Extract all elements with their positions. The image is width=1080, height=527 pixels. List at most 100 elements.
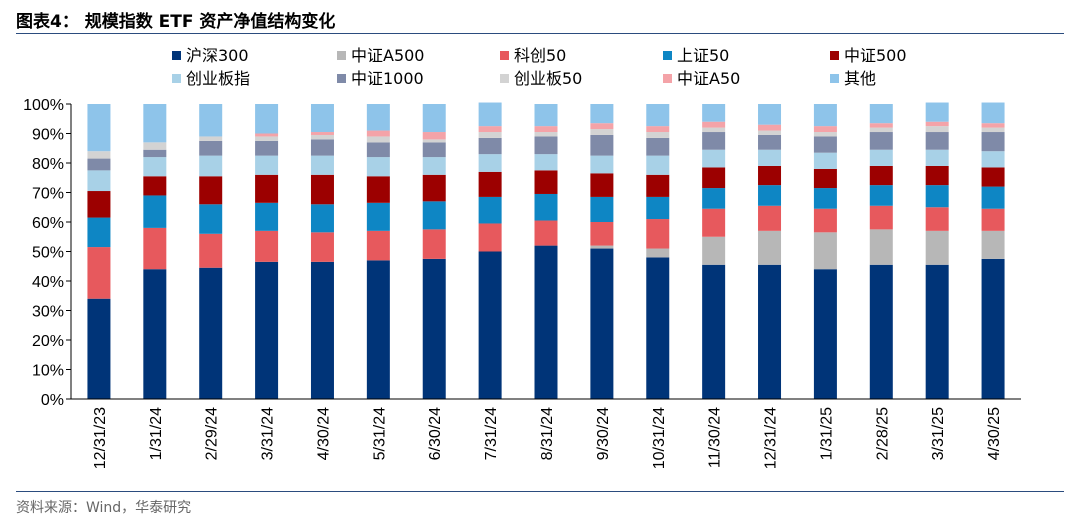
bar-segment — [255, 202, 279, 231]
legend-item: 其他 — [830, 69, 876, 88]
x-tick-label: 12/31/23 — [92, 407, 109, 469]
bar-segment — [925, 126, 949, 133]
bar-segment — [366, 260, 390, 399]
legend-label: 中证A50 — [677, 69, 740, 88]
bar-segment — [87, 298, 111, 399]
bar-segment — [646, 196, 670, 220]
bar-segment — [366, 136, 390, 143]
bar-segment — [702, 104, 726, 122]
x-tick-label: 7/31/24 — [483, 407, 500, 460]
bar-segment — [422, 104, 446, 133]
bar-segment — [758, 165, 782, 186]
y-tick-label: 40% — [32, 274, 64, 291]
x-tick-label: 3/31/24 — [260, 407, 277, 460]
bar-segment — [478, 154, 502, 172]
bar-segment — [199, 140, 223, 156]
x-tick-label: 4/30/24 — [315, 407, 332, 460]
bar-stack — [199, 104, 223, 399]
bar-segment — [758, 205, 782, 231]
bar-segment — [199, 267, 223, 399]
bar-segment — [143, 157, 167, 177]
bar-segment — [590, 245, 614, 249]
bar-segment — [366, 130, 390, 137]
bar-segment — [590, 104, 614, 124]
bar-segment — [422, 201, 446, 230]
bar-segment — [478, 126, 502, 133]
bar-segment — [590, 134, 614, 156]
bar-segment — [925, 121, 949, 127]
bar-segment — [366, 202, 390, 231]
y-tick-label: 30% — [32, 304, 64, 321]
x-tick-label: 11/30/24 — [707, 407, 724, 468]
bar-segment — [646, 248, 670, 258]
bar-stack — [366, 104, 390, 399]
y-tick-label: 20% — [32, 333, 64, 350]
bar-segment — [310, 139, 334, 156]
bar-segment — [534, 154, 558, 171]
bar-segment — [702, 264, 726, 399]
bar-segment — [646, 104, 670, 127]
x-tick-label: 9/30/24 — [595, 407, 612, 460]
bar-segment — [366, 142, 390, 158]
bar-segment — [646, 137, 670, 156]
bar-segment — [646, 174, 670, 197]
bar-segment — [813, 269, 837, 399]
legend-swatch — [172, 51, 181, 60]
bar-segment — [758, 124, 782, 131]
bar-segment — [478, 137, 502, 155]
legend-swatch — [663, 51, 672, 60]
bar-stack — [143, 104, 167, 399]
bar-segment — [255, 140, 279, 156]
bar-segment — [422, 229, 446, 259]
bar-segment — [702, 149, 726, 168]
bar-stack — [646, 104, 670, 399]
bar-segment — [925, 185, 949, 208]
bar-segment — [702, 188, 726, 209]
bar-segment — [199, 204, 223, 234]
bar-segment — [646, 257, 670, 399]
bar-segment — [646, 155, 670, 175]
legend-item: 沪深300 — [172, 46, 249, 65]
bar-segment — [869, 149, 893, 166]
bar-stack — [422, 104, 446, 399]
legend-label: 上证50 — [677, 46, 729, 65]
x-tick-label: 2/28/25 — [874, 407, 891, 460]
bar-segment — [534, 170, 558, 194]
bar-segment — [255, 155, 279, 175]
bar-segment — [925, 207, 949, 231]
bar-segment — [199, 233, 223, 268]
legend-swatch — [500, 74, 509, 83]
bar-segment — [478, 171, 502, 197]
bar-segment — [758, 130, 782, 135]
legend-label: 中证A500 — [351, 46, 425, 65]
title-divider — [16, 33, 1064, 34]
stacked-bar-chart: 沪深300 中证A500 科创50 上证50 中证500 创业板指 中证1000 创业板50 中… — [23, 46, 1021, 469]
bar-segment — [590, 173, 614, 197]
bar-segment — [925, 165, 949, 186]
y-tick-label: 70% — [32, 186, 64, 203]
bar-stack — [478, 102, 502, 399]
bar-stack — [981, 102, 1005, 399]
bar-segment — [478, 102, 502, 127]
legend-label: 创业板50 — [514, 69, 582, 88]
bar-segment — [310, 134, 334, 140]
bar-segment — [813, 152, 837, 169]
x-tick-label: 1/31/25 — [818, 407, 835, 460]
y-tick-label: 80% — [32, 156, 64, 173]
bar-segment — [422, 258, 446, 399]
legend-swatch — [830, 74, 839, 83]
bar-segment — [87, 191, 111, 218]
bar-segment — [813, 126, 837, 133]
bar-segment — [255, 174, 279, 203]
bar-segment — [646, 132, 670, 138]
bar-segment — [534, 132, 558, 137]
bar-segment — [869, 123, 893, 128]
bar-segment — [925, 264, 949, 399]
bar-segment — [590, 155, 614, 174]
x-tick-label: 6/30/24 — [427, 407, 444, 460]
bar-segment — [981, 208, 1005, 231]
bar-segment — [590, 123, 614, 130]
source-note: 资料来源：Wind，华泰研究 — [16, 500, 192, 516]
bar-stack — [813, 104, 837, 399]
legend-item: 创业板指 — [172, 69, 250, 88]
